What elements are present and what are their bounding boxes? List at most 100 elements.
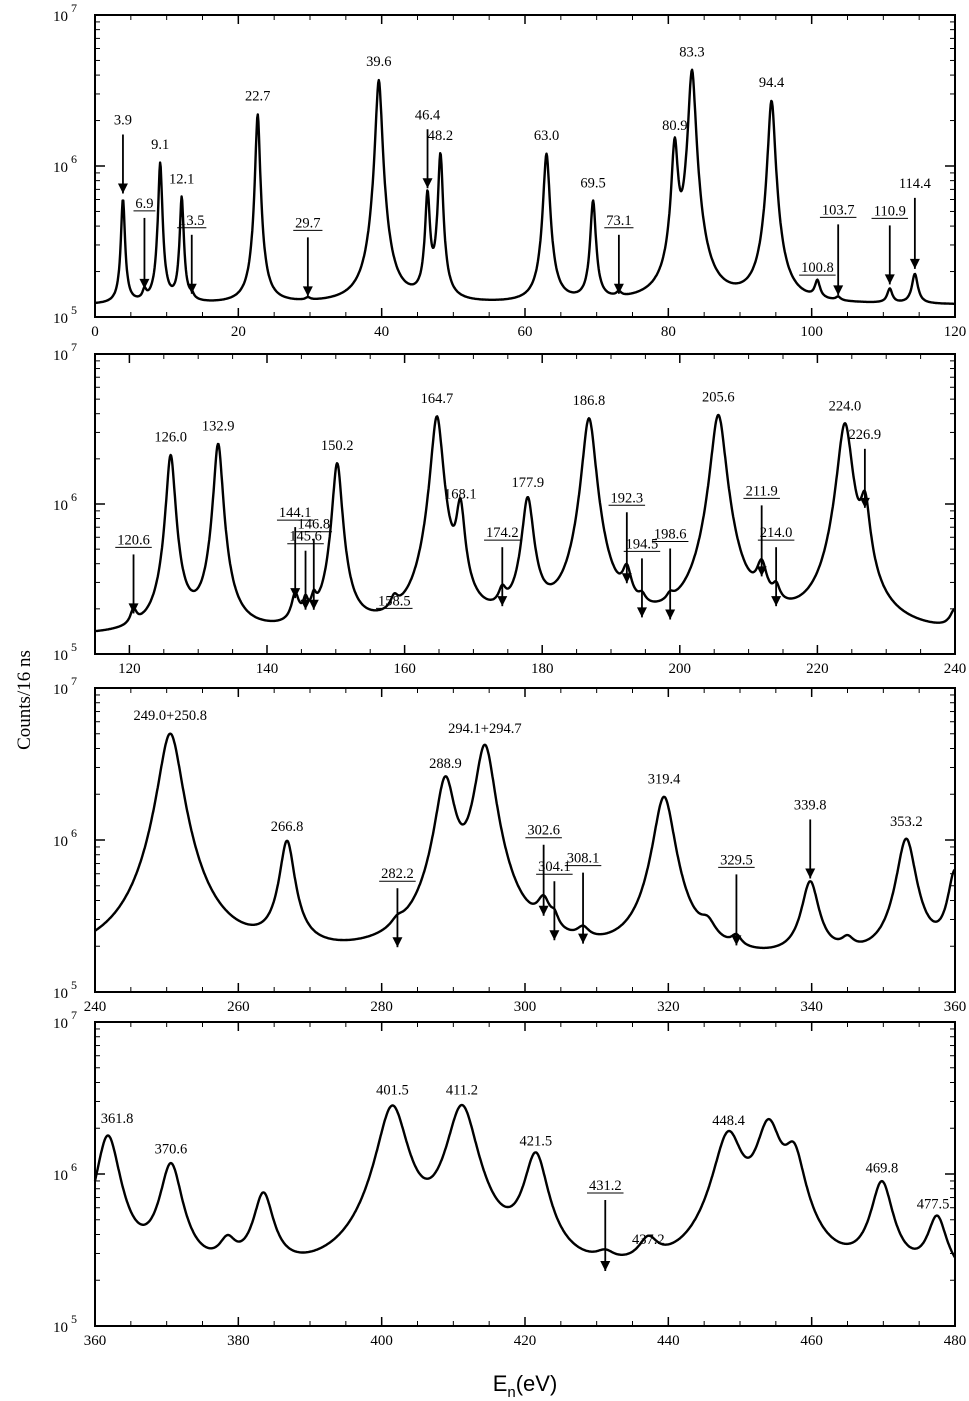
x-tick-label: 380 [227, 1333, 250, 1349]
x-tick-label: 160 [393, 661, 416, 677]
x-tick-label: 440 [657, 1333, 680, 1349]
arrow-head [290, 588, 301, 599]
peak-label: 477.5 [917, 1196, 950, 1212]
peak-label: 329.5 [720, 852, 753, 868]
arrow-head [497, 596, 508, 607]
spectrum-line [93, 1103, 957, 1259]
peak-label: 194.5 [626, 536, 659, 552]
y-tick-label: 106 [53, 152, 77, 176]
peak-label: 226.9 [849, 427, 882, 443]
y-tick-label: 105 [53, 1312, 77, 1336]
peak-label: 304.1 [538, 859, 571, 875]
x-tick-label: 340 [800, 999, 823, 1015]
peak-label: 198.6 [654, 526, 687, 542]
arrow-head [308, 599, 319, 610]
peak-label: 266.8 [271, 819, 304, 835]
peak-label: 177.9 [511, 475, 544, 491]
peak-label: 361.8 [101, 1111, 134, 1127]
peak-label: 80.9 [662, 118, 687, 134]
x-tick-label: 300 [514, 999, 537, 1015]
peak-label: 302.6 [527, 823, 560, 839]
y-tick-label: 105 [53, 303, 77, 327]
arrow-head [538, 905, 549, 916]
arrow-head [859, 497, 870, 508]
arrow-head [805, 868, 816, 879]
arrow-head [128, 603, 139, 614]
y-tick-label: 107 [53, 340, 77, 364]
arrow-head [731, 935, 742, 946]
peak-label: 174.2 [486, 525, 519, 541]
spectrum-line [94, 68, 956, 305]
y-tick-label: 105 [53, 640, 77, 664]
x-tick-label: 360 [944, 999, 967, 1015]
peak-label: 39.6 [366, 54, 391, 70]
peak-label: 411.2 [446, 1082, 478, 1098]
peak-label: 69.5 [580, 176, 605, 192]
peak-label: 288.9 [429, 756, 462, 772]
peak-label: 48.2 [428, 128, 453, 144]
peak-label: 29.7 [295, 215, 320, 231]
peak-label: 224.0 [829, 398, 862, 414]
arrow-head [636, 607, 647, 618]
x-tick-label: 200 [669, 661, 692, 677]
arrow-head [600, 1261, 611, 1272]
panel-4: 360 380 400 420 440 460 480 105 106 107 361.8 370.6… [53, 1008, 966, 1349]
peak-label: 63.0 [534, 128, 559, 144]
y-tick-label: 105 [53, 978, 77, 1002]
x-tick-label: 260 [227, 999, 250, 1015]
x-tick-label: 140 [256, 661, 279, 677]
arrow-head [909, 258, 920, 269]
peak-label: 9.1 [151, 137, 169, 153]
peak-label: 114.4 [899, 176, 932, 192]
x-tick-label: 120 [118, 661, 141, 677]
peak-label: 421.5 [519, 1133, 552, 1149]
peak-label: 83.3 [679, 44, 704, 60]
arrow-head [300, 599, 311, 610]
arrow-head [613, 283, 624, 294]
panel-1: 0 20 40 60 80 100 120 105 106 107 3.9 6.9 9.1 12.1 13.… [53, 1, 966, 340]
peak-label: 370.6 [155, 1142, 188, 1158]
arrow-head [833, 285, 844, 296]
arrow-head [578, 933, 589, 944]
x-tick-label: 100 [800, 324, 823, 340]
peak-label: 94.4 [759, 75, 785, 91]
y-tick-label: 106 [53, 826, 77, 850]
peak-label: 146.8 [297, 517, 330, 533]
peak-label: 192.3 [611, 490, 644, 506]
panel-2: 120 140 160 180 200 220 240 105 106 107 120.6 126.0… [53, 340, 966, 677]
peak-label: 205.6 [702, 389, 735, 405]
arrow-head [422, 178, 433, 189]
x-tick-label: 400 [370, 1333, 393, 1349]
arrow-head [884, 274, 895, 285]
peak-label: 319.4 [648, 772, 681, 788]
x-tick-label: 360 [84, 1333, 107, 1349]
peak-label: 339.8 [794, 797, 827, 813]
peak-label: 158.5 [378, 593, 411, 609]
x-tick-label: 320 [657, 999, 680, 1015]
plot-frame [94, 1021, 956, 1327]
peak-label: 103.7 [822, 202, 855, 218]
spectrum-line [94, 413, 956, 633]
spectrum-panels: 0 20 40 60 80 100 120 105 106 107 3.9 6.9 9.1 12.1 13.… [53, 1, 966, 1349]
peak-label: 150.2 [321, 438, 354, 454]
peak-label: 12.1 [169, 171, 194, 187]
peak-label: 3.9 [114, 112, 132, 128]
peak-label: 144.1 [279, 505, 312, 521]
peak-label: 6.9 [135, 196, 153, 212]
x-tick-label: 280 [370, 999, 393, 1015]
x-tick-label: 60 [518, 324, 533, 340]
y-axis-title: Counts/16 ns [14, 650, 35, 750]
x-tick-label: 460 [800, 1333, 823, 1349]
arrow-head [549, 930, 560, 941]
peak-label: 22.7 [245, 88, 270, 104]
y-tick-label: 106 [53, 490, 77, 514]
x-tick-label: 240 [84, 999, 107, 1015]
x-tick-label: 80 [661, 324, 676, 340]
peak-label: 448.4 [712, 1113, 745, 1129]
peak-label: 168.1 [444, 486, 477, 502]
x-axis-title: En(eV) [493, 1371, 558, 1401]
peak-label: 401.5 [376, 1082, 409, 1098]
peak-label: 249.0+250.8 [134, 708, 207, 724]
peak-label: 13.5 [179, 213, 204, 229]
